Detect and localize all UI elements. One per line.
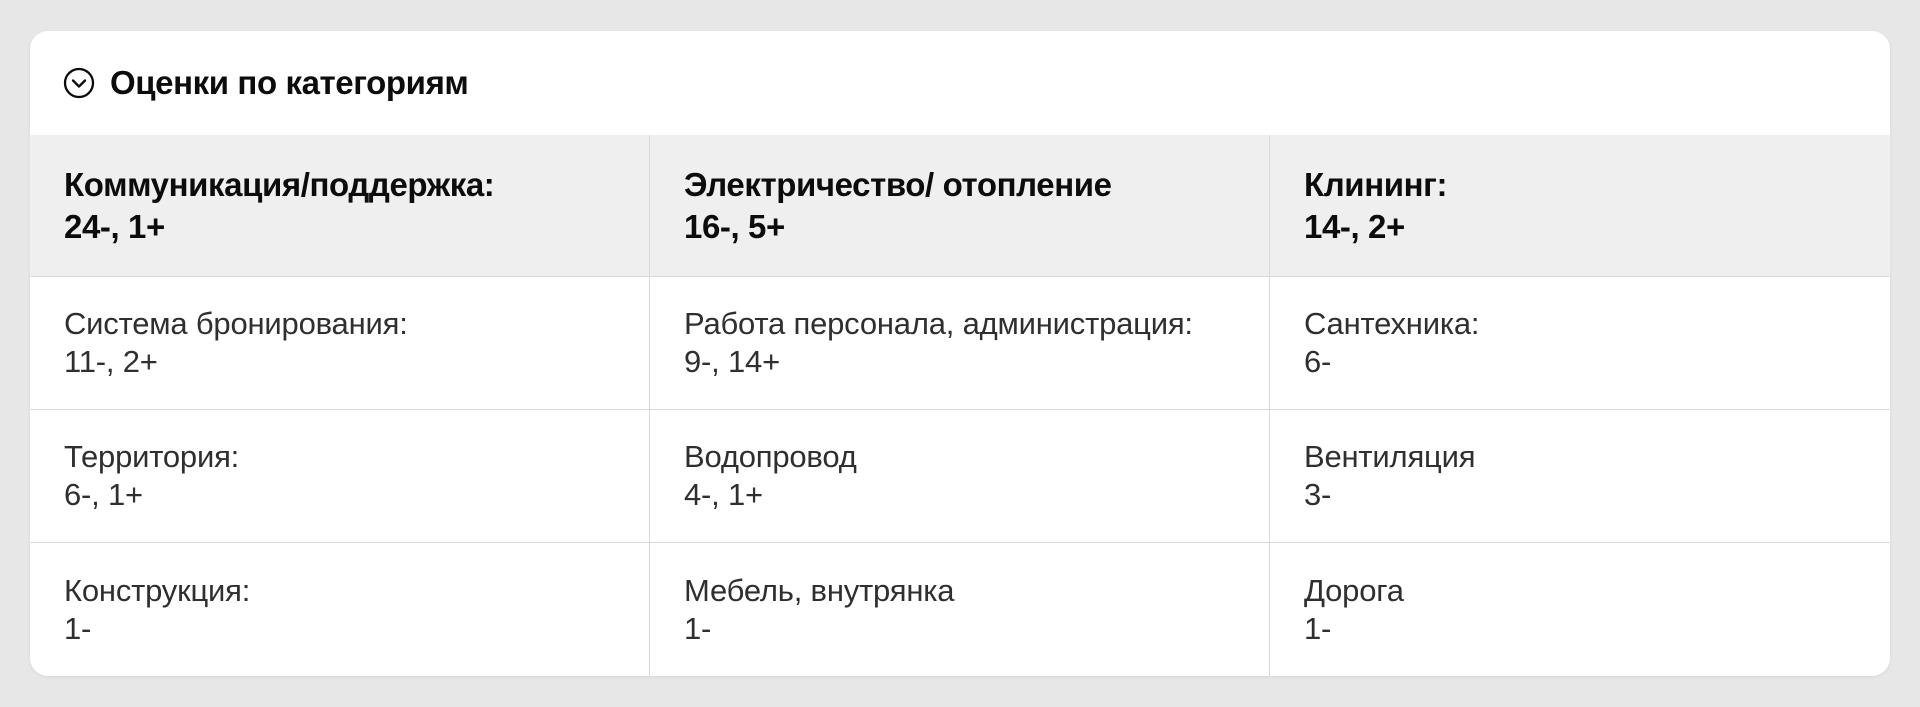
subcategory-label: Сантехника: [1304,306,1480,341]
category-score: 16-, 5+ [684,207,785,245]
categories-table: Коммуникация/поддержка: 24-, 1+ Электрич… [30,135,1890,676]
category-label: Электричество/ отопление [684,165,1112,203]
category-label: Коммуникация/поддержка: [64,165,495,203]
subcategory-label: Система бронирования: [64,306,408,341]
subcategory-label: Работа персонала, администрация: [684,306,1193,341]
table-cell: Территория: 6-, 1+ [30,409,650,542]
subcategory-score: 6- [1304,344,1332,379]
table-cell: Мебель, внутрянка 1- [650,542,1270,676]
section-title: Оценки по категориям [110,64,469,101]
category-label: Клининг: [1304,165,1448,203]
subcategory-label: Конструкция: [64,572,251,608]
column-header-communication: Коммуникация/поддержка: 24-, 1+ [30,135,650,276]
subcategory-label: Дорога [1304,572,1404,608]
table-cell: Система бронирования: 11-, 2+ [30,276,650,409]
subcategory-label: Территория: [64,439,240,474]
subcategory-score: 1- [64,610,92,646]
category-score: 14-, 2+ [1304,207,1405,245]
subcategory-label: Мебель, внутрянка [684,572,955,608]
table-cell: Вентиляция 3- [1270,409,1890,542]
table-cell: Водопровод 4-, 1+ [650,409,1270,542]
ratings-by-category-card: Оценки по категориям Коммуникация/поддер… [30,31,1890,676]
subcategory-score: 11-, 2+ [64,344,158,379]
chevron-down-circle-icon[interactable] [62,66,96,100]
column-header-electricity: Электричество/ отопление 16-, 5+ [650,135,1270,276]
subcategory-score: 3- [1304,477,1332,512]
table-cell: Работа персонала, администрация: 9-, 14+ [650,276,1270,409]
subcategory-label: Водопровод [684,439,857,474]
table-cell: Конструкция: 1- [30,542,650,676]
subcategory-score: 9-, 14+ [684,344,780,379]
table-cell: Дорога 1- [1270,542,1890,676]
subcategory-score: 1- [684,610,712,646]
subcategory-label: Вентиляция [1304,439,1476,474]
subcategory-score: 6-, 1+ [64,477,143,512]
column-header-cleaning: Клининг: 14-, 2+ [1270,135,1890,276]
section-header[interactable]: Оценки по категориям [30,31,1890,135]
category-score: 24-, 1+ [64,207,165,245]
subcategory-score: 1- [1304,610,1332,646]
subcategory-score: 4-, 1+ [684,477,763,512]
table-cell: Сантехника: 6- [1270,276,1890,409]
